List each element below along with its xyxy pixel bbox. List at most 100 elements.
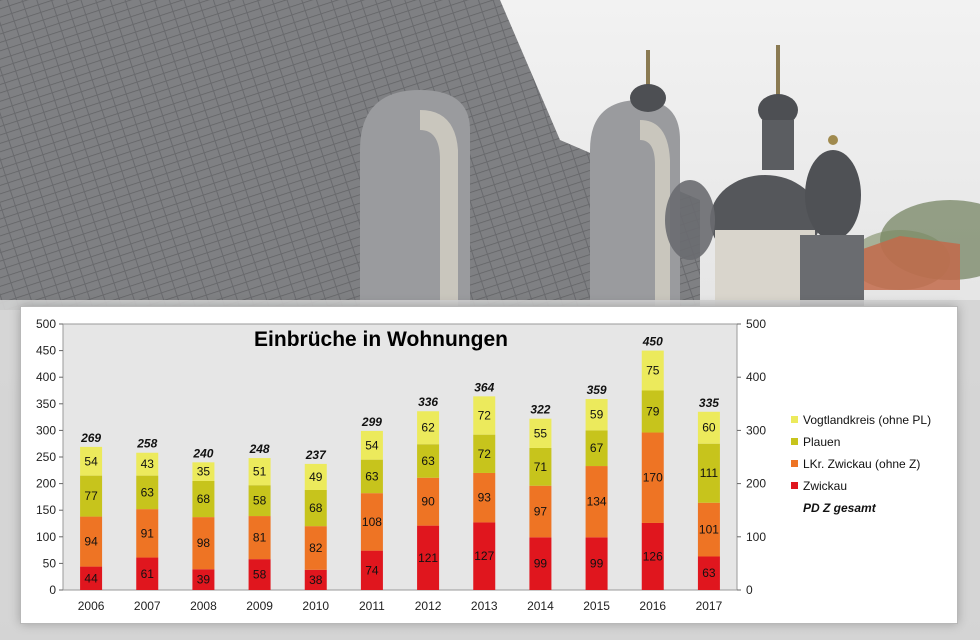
bar-data-label: 38 <box>309 573 323 587</box>
bar-data-label: 108 <box>362 515 382 529</box>
bar-data-label: 127 <box>474 549 494 563</box>
y-tick-label-left: 250 <box>36 450 56 464</box>
legend-swatch <box>791 438 798 445</box>
bar-segment <box>192 517 215 570</box>
plot-area <box>62 323 738 591</box>
bar-data-label: 63 <box>365 469 379 483</box>
bar-segment <box>80 516 103 567</box>
bar-data-label: 82 <box>309 541 323 555</box>
y-tick-label-left: 50 <box>43 556 57 570</box>
bar-total-label: 364 <box>474 380 494 394</box>
bar-data-label: 51 <box>253 465 267 479</box>
bar-data-label: 101 <box>699 523 719 537</box>
bar-segment <box>417 477 440 526</box>
bar-segment <box>360 550 383 590</box>
y-tick-label-right: 200 <box>746 477 766 491</box>
bar-total-label: 258 <box>136 437 157 451</box>
bar-segment <box>473 522 496 590</box>
bar-data-label: 61 <box>141 567 155 581</box>
bar-data-label: 63 <box>421 454 435 468</box>
bar-segment <box>641 350 664 391</box>
y-tick-label-left: 500 <box>36 317 56 331</box>
bar-segment <box>248 516 271 560</box>
y-tick-label-left: 300 <box>36 423 56 437</box>
x-tick-label: 2009 <box>246 599 273 613</box>
bar-segment <box>697 556 720 590</box>
bar-segment <box>304 463 327 490</box>
bar-segment <box>136 452 159 476</box>
bar-segment <box>248 458 271 486</box>
bar-segment <box>585 430 608 467</box>
bar-segment <box>192 569 215 590</box>
x-tick-label: 2010 <box>302 599 329 613</box>
y-tick-label-right: 0 <box>746 583 753 597</box>
bar-total-label: 336 <box>418 395 438 409</box>
bar-data-label: 62 <box>421 421 435 435</box>
roof-slate <box>0 0 700 310</box>
bar-segment <box>585 399 608 431</box>
y-tick-label-left: 100 <box>36 530 56 544</box>
bar-segment <box>697 411 720 444</box>
bar-data-label: 99 <box>590 557 604 571</box>
bar-data-label: 98 <box>197 536 211 550</box>
church-towers <box>630 45 864 310</box>
legend-entry: LKr. Zwickau (ohne Z) <box>803 457 920 471</box>
legend-entry: Plauen <box>803 435 840 449</box>
bar-data-label: 39 <box>197 573 211 587</box>
bar-data-label: 111 <box>700 466 719 480</box>
bar-segment <box>641 522 664 590</box>
bar-data-label: 35 <box>197 465 211 479</box>
bar-total-label: 299 <box>361 415 382 429</box>
x-tick-label: 2014 <box>527 599 554 613</box>
y-tick-label-right: 500 <box>746 317 766 331</box>
stacked-bar-chart: 0 50 100 150 200 250 300 350 400 450 500 0 100 200 300… <box>36 317 931 613</box>
bar-segment <box>417 411 440 445</box>
legend-entry: Zwickau <box>803 479 847 493</box>
bar-segment <box>473 472 496 523</box>
y-tick-label-left: 350 <box>36 397 56 411</box>
bar-data-label: 54 <box>84 454 98 468</box>
x-tick-label: 2011 <box>359 599 385 613</box>
bar-data-label: 68 <box>197 492 211 506</box>
bar-data-label: 91 <box>141 526 155 540</box>
bar-total-label: 248 <box>249 442 270 456</box>
bar-segment <box>80 566 103 590</box>
bar-segment <box>697 443 720 503</box>
bar-total-label: 237 <box>305 448 327 462</box>
bar-data-label: 58 <box>253 494 267 508</box>
bar-data-label: 72 <box>478 409 492 423</box>
bar-segment <box>529 537 552 590</box>
bar-segment <box>417 525 440 590</box>
bar-data-label: 54 <box>365 438 379 452</box>
bar-segment <box>248 485 271 517</box>
bar-segment <box>529 418 552 448</box>
legend-swatch <box>791 416 798 423</box>
x-tick-label: 2012 <box>415 599 442 613</box>
x-tick-label: 2016 <box>639 599 666 613</box>
bar-segment <box>473 434 496 473</box>
bar-data-label: 170 <box>643 471 663 485</box>
bar-segment <box>360 430 383 460</box>
chart-title: Einbrüche in Wohnungen <box>254 328 508 351</box>
bar-segment <box>136 557 159 590</box>
x-tick-label: 2006 <box>78 599 105 613</box>
bar-total-label: 335 <box>699 396 719 410</box>
bar-total-label: 359 <box>587 383 607 397</box>
bar-data-label: 99 <box>534 557 548 571</box>
bar-total-label: 269 <box>80 431 101 445</box>
bar-data-label: 90 <box>421 495 435 509</box>
bar-segment <box>585 466 608 538</box>
bar-segment <box>136 509 159 558</box>
bar-segment <box>248 559 271 590</box>
legend-entry: Vogtlandkreis (ohne PL) <box>803 413 931 427</box>
bar-segment <box>473 396 496 435</box>
bar-data-label: 93 <box>478 491 492 505</box>
y-tick-label-left: 0 <box>49 583 56 597</box>
y-tick-label-left: 400 <box>36 370 56 384</box>
bar-segment <box>304 489 327 527</box>
bar-data-label: 68 <box>309 501 323 515</box>
x-tick-label: 2008 <box>190 599 217 613</box>
bar-segment <box>304 569 327 590</box>
x-tick-label: 2007 <box>134 599 161 613</box>
bar-data-label: 60 <box>702 421 716 435</box>
